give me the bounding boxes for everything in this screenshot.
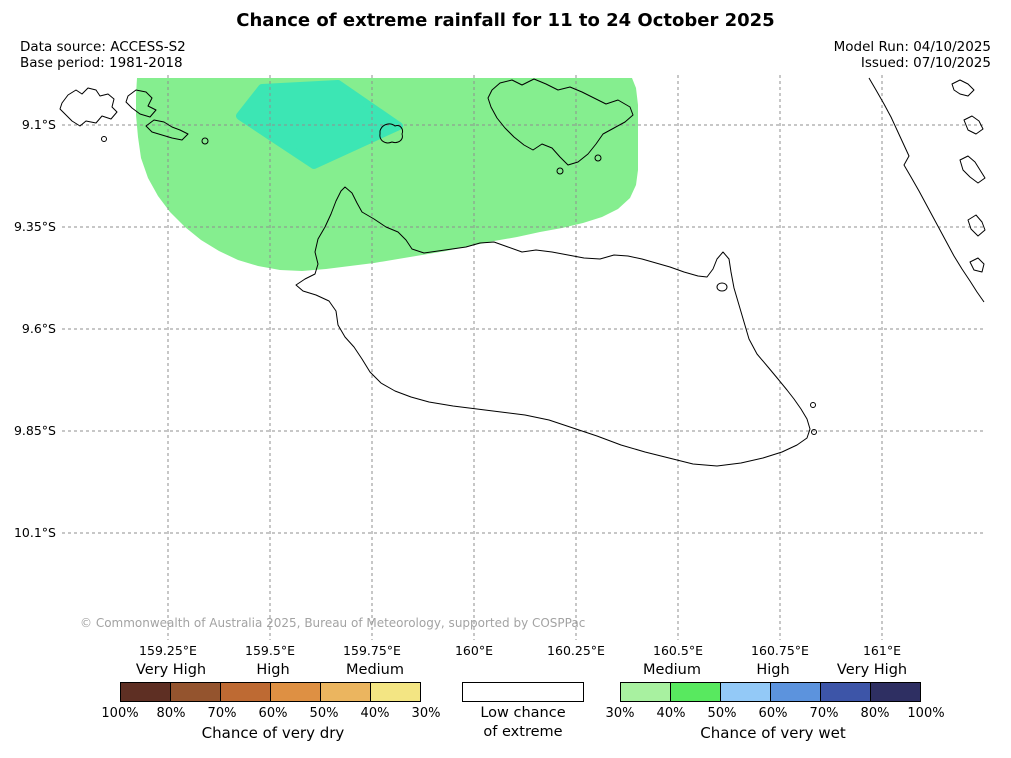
wet-tick: 80% <box>860 706 890 721</box>
wet-tick: 30% <box>605 706 635 721</box>
wet-tick: 100% <box>907 706 945 721</box>
lon-label: 161°E <box>862 643 901 658</box>
lon-label: 160.75°E <box>751 643 809 658</box>
model-run-label: Model Run: 04/10/2025 <box>833 39 991 55</box>
run-info: Model Run: 04/10/2025 Issued: 07/10/2025 <box>834 39 991 71</box>
wet-swatch <box>620 682 671 702</box>
islands-northwest-c <box>145 119 189 141</box>
islands-north-central <box>487 78 634 166</box>
lon-label: 160.5°E <box>653 643 703 658</box>
rain-probability-overlay <box>136 78 638 271</box>
dry-tick: 50% <box>309 706 339 721</box>
wet-swatch <box>870 682 921 702</box>
wet-tick: 40% <box>656 706 686 721</box>
low-chance-swatch <box>462 682 584 702</box>
source-info: Data source: ACCESS-S2 Base period: 1981… <box>20 39 186 71</box>
low-chance-label: of extreme <box>483 724 563 740</box>
wet-tick: 70% <box>809 706 839 721</box>
overlay-wet-50-region <box>236 80 403 169</box>
lon-label: 160.25°E <box>547 643 605 658</box>
dry-tick-labels: 100% 80% 70% 60% 50% 40% 30% <box>101 706 440 723</box>
dry-category: Very High <box>135 662 207 678</box>
islet-northeast-3 <box>959 155 986 184</box>
islet-northeast-2 <box>963 115 984 135</box>
issued-label: Issued: 07/10/2025 <box>860 55 991 71</box>
copyright-notice: © Commonwealth of Australia 2025, Bureau… <box>80 616 586 630</box>
dry-swatch <box>170 682 221 702</box>
data-source-label: Data source: ACCESS-S2 <box>20 39 186 55</box>
lat-label: 9.85°S <box>13 423 56 438</box>
lat-label: 9.6°S <box>21 321 56 336</box>
dry-swatch <box>320 682 371 702</box>
lat-label: 10.1°S <box>13 525 56 540</box>
wet-category-labels: Medium High Very High <box>620 662 926 679</box>
coastlines <box>59 77 986 467</box>
islet <box>101 136 107 142</box>
dry-swatch <box>220 682 271 702</box>
dry-tick: 80% <box>156 706 186 721</box>
wet-swatch <box>770 682 821 702</box>
islet-northeast-5 <box>969 257 985 273</box>
islet-southeast <box>810 402 816 408</box>
islet-northeast-4 <box>967 214 986 237</box>
low-chance-label: Low chance <box>480 705 566 721</box>
coastline-northeast <box>868 77 985 303</box>
wet-category: Very High <box>836 662 908 678</box>
gridlines <box>62 75 985 640</box>
islet-offshore-north <box>716 282 728 292</box>
dry-category: High <box>256 662 290 678</box>
dry-tick: 40% <box>360 706 390 721</box>
dry-tick: 60% <box>258 706 288 721</box>
islet-southeast <box>811 429 817 435</box>
dry-category-labels: Very High High Medium <box>120 662 426 679</box>
islands-northwest-b <box>125 89 157 118</box>
island-savo <box>379 123 403 144</box>
wet-swatch <box>820 682 871 702</box>
dry-caption: Chance of very dry <box>201 724 345 742</box>
islet <box>594 154 602 162</box>
lon-label: 159.5°E <box>245 643 295 658</box>
islet-northeast-1 <box>951 79 975 97</box>
dry-tick: 100% <box>101 706 139 721</box>
lat-label: 9.1°S <box>21 117 56 132</box>
wet-tick-labels: 30% 40% 50% 60% 70% 80% 100% <box>606 706 945 723</box>
dry-swatch <box>270 682 321 702</box>
wet-swatch <box>670 682 721 702</box>
dry-colorbar <box>120 682 426 702</box>
dry-tick: 70% <box>207 706 237 721</box>
coastline-main-island <box>295 186 811 467</box>
dry-swatch <box>120 682 171 702</box>
wet-category: High <box>756 662 790 678</box>
dry-tick: 30% <box>411 706 441 721</box>
wet-colorbar <box>620 682 926 702</box>
dry-category: Medium <box>346 662 404 678</box>
islands-northwest-a <box>59 87 118 127</box>
wet-caption: Chance of very wet <box>700 724 846 742</box>
lon-label: 159.25°E <box>139 643 197 658</box>
lon-label: 160°E <box>454 643 493 658</box>
wet-tick: 50% <box>707 706 737 721</box>
islet <box>556 167 564 175</box>
wet-tick: 60% <box>758 706 788 721</box>
islet <box>201 137 209 145</box>
dry-swatch <box>370 682 421 702</box>
wet-swatch <box>720 682 771 702</box>
wet-category: Medium <box>643 662 701 678</box>
overlay-wet-40-region <box>136 78 638 271</box>
base-period-label: Base period: 1981-2018 <box>20 55 183 71</box>
lat-label: 9.35°S <box>13 219 56 234</box>
chart-title: Chance of extreme rainfall for 11 to 24 … <box>236 10 775 31</box>
lon-label: 159.75°E <box>343 643 401 658</box>
